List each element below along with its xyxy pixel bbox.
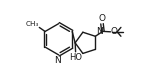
- Text: N: N: [96, 27, 103, 36]
- Text: N: N: [55, 56, 61, 65]
- Text: O: O: [99, 14, 105, 23]
- Text: O: O: [111, 27, 118, 36]
- Text: HO: HO: [69, 53, 82, 62]
- Text: CH₃: CH₃: [25, 21, 39, 27]
